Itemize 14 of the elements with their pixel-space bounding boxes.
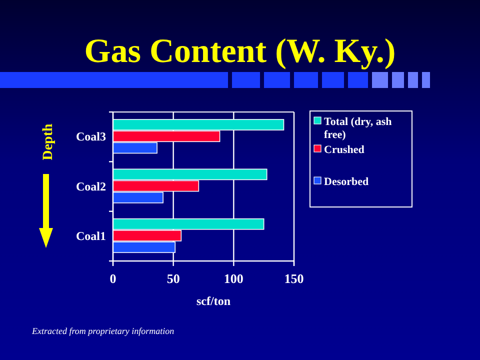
x-tick-label: 100 xyxy=(224,271,244,286)
x-tick-label: 0 xyxy=(110,271,116,286)
legend-label: Total (dry, ash free) xyxy=(324,116,392,141)
text: Extracted from proprietary information xyxy=(31,326,175,336)
y-tick-label: Coal3 xyxy=(76,130,106,144)
x-tick-label: 150 xyxy=(284,271,304,286)
y-tick-label: Coal1 xyxy=(76,229,106,244)
chart-title: Gas Content (W. Ky.) xyxy=(84,33,396,70)
x-tick-label: 50 xyxy=(166,271,180,286)
legend-label: Desorbed xyxy=(324,176,369,188)
legend-label: Crushed xyxy=(324,144,364,156)
x-axis-title: scf/ton xyxy=(196,294,231,308)
y-axis-title: Depth xyxy=(41,124,56,160)
y-tick-label: Coal2 xyxy=(76,179,106,194)
